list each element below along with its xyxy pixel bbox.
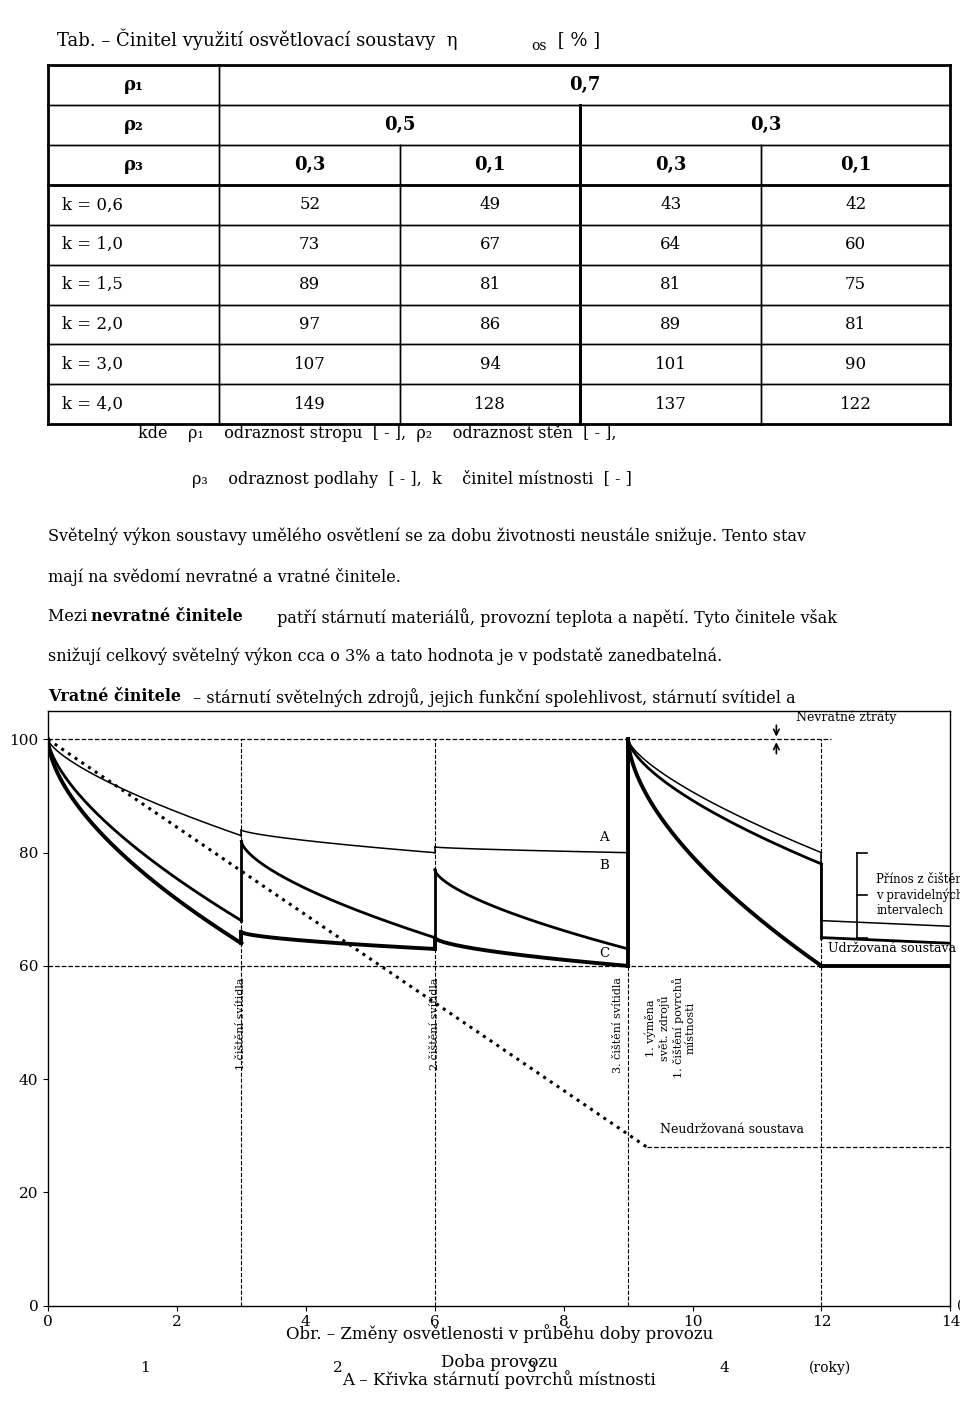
Text: 81: 81 <box>480 277 501 294</box>
Text: k = 3,0: k = 3,0 <box>61 356 123 373</box>
Text: 149: 149 <box>294 395 325 412</box>
Text: 0,1: 0,1 <box>474 155 506 174</box>
Text: 43: 43 <box>660 196 682 213</box>
Text: 128: 128 <box>474 395 506 412</box>
Text: 67: 67 <box>480 236 501 253</box>
Text: Přínos z čištění
v pravidelných
intervalech: Přínos z čištění v pravidelných interval… <box>876 874 960 916</box>
Y-axis label: Relativní osvětlenost: Relativní osvětlenost <box>0 921 4 1096</box>
Text: 2.čištění svítidla: 2.čištění svítidla <box>430 977 440 1070</box>
Text: Tab. – Činitel využití osvětlovací soustavy  η: Tab. – Činitel využití osvětlovací soust… <box>57 30 458 51</box>
Text: 75: 75 <box>845 277 866 294</box>
Text: Světelný výkon soustavy umělého osvětlení se za dobu životnosti neustále snižuje: Světelný výkon soustavy umělého osvětlen… <box>48 528 806 545</box>
Text: snižují celkový světelný výkon cca o 3% a tato hodnota je v podstatě zanedbateln: snižují celkový světelný výkon cca o 3% … <box>48 648 722 665</box>
Text: k = 4,0: k = 4,0 <box>61 395 123 412</box>
Text: (roky): (roky) <box>808 1361 851 1375</box>
Text: 0,1: 0,1 <box>840 155 872 174</box>
Text: 0,7: 0,7 <box>569 76 601 95</box>
X-axis label: Doba provozu: Doba provozu <box>441 1354 558 1371</box>
Text: 0,5: 0,5 <box>384 116 416 134</box>
Text: 2: 2 <box>333 1361 343 1375</box>
Text: 81: 81 <box>660 277 682 294</box>
Text: Vratné činitele: Vratné činitele <box>48 688 181 705</box>
Text: 122: 122 <box>840 395 872 412</box>
Text: ρ₂: ρ₂ <box>124 116 144 134</box>
Text: 4: 4 <box>720 1361 730 1375</box>
Text: ρ₁: ρ₁ <box>124 76 144 95</box>
Text: 49: 49 <box>480 196 501 213</box>
Text: 3. čištění svítidla: 3. čištění svítidla <box>613 977 623 1073</box>
Text: 81: 81 <box>845 316 866 333</box>
Text: ρ₃    odraznost podlahy  [ - ],  k    činitel místnosti  [ - ]: ρ₃ odraznost podlahy [ - ], k činitel mí… <box>192 470 633 489</box>
Text: 60: 60 <box>845 236 866 253</box>
Text: 1.čištění svítidla: 1.čištění svítidla <box>236 977 247 1070</box>
Text: Udržovaná soustava: Udržovaná soustava <box>828 942 956 955</box>
Text: (tis.hod): (tis.hod) <box>957 1299 960 1312</box>
Text: [ % ]: [ % ] <box>552 31 600 49</box>
Text: povrchů místností může ovlivnit rutinní údržba.: povrchů místností může ovlivnit rutinní … <box>48 729 437 747</box>
Text: 1. výměna
svět. zdrojů
1. čištění povrchů
místnosti: 1. výměna svět. zdrojů 1. čištění povrch… <box>645 977 695 1079</box>
Text: 0,3: 0,3 <box>750 116 781 134</box>
Text: 137: 137 <box>655 395 686 412</box>
Text: Mezi: Mezi <box>48 607 92 624</box>
Text: 73: 73 <box>300 236 321 253</box>
Text: – stárnutí světelných zdrojů, jejich funkční spolehlivost, stárnutí svítidel a: – stárnutí světelných zdrojů, jejich fun… <box>188 688 796 707</box>
Text: k = 1,5: k = 1,5 <box>61 277 123 294</box>
Text: nevratné činitele: nevratné činitele <box>91 607 243 624</box>
Text: 107: 107 <box>294 356 325 373</box>
Text: patří stárnutí materiálů, provozní teplota a napětí. Tyto činitele však: patří stárnutí materiálů, provozní teplo… <box>272 607 837 627</box>
Text: 1: 1 <box>140 1361 150 1375</box>
Text: 0,3: 0,3 <box>294 155 325 174</box>
Text: A – Křivka stárnutí povrchů místnosti: A – Křivka stárnutí povrchů místnosti <box>343 1370 656 1389</box>
Text: 86: 86 <box>480 316 501 333</box>
Text: os: os <box>531 40 546 52</box>
Text: Neudržovaná soustava: Neudržovaná soustava <box>660 1123 804 1135</box>
Text: 3: 3 <box>527 1361 537 1375</box>
Text: A: A <box>599 832 609 844</box>
Text: Nevratné ztráty: Nevratné ztráty <box>796 710 897 723</box>
Text: 42: 42 <box>845 196 866 213</box>
Text: 0,3: 0,3 <box>655 155 686 174</box>
Text: 90: 90 <box>845 356 866 373</box>
Text: C: C <box>599 947 610 960</box>
Text: 89: 89 <box>660 316 682 333</box>
Text: k = 0,6: k = 0,6 <box>61 196 123 213</box>
Text: mají na svědomí nevratné a vratné činitele.: mají na svědomí nevratné a vratné činite… <box>48 568 401 586</box>
Text: 94: 94 <box>480 356 501 373</box>
Text: k = 2,0: k = 2,0 <box>61 316 123 333</box>
Text: Obr. – Změny osvětlenosti v průběhu doby provozu: Obr. – Změny osvětlenosti v průběhu doby… <box>285 1324 713 1343</box>
Text: 97: 97 <box>300 316 321 333</box>
Text: kde    ρ₁    odraznost stropu  [ - ],  ρ₂    odraznost stěn  [ - ],: kde ρ₁ odraznost stropu [ - ], ρ₂ odrazn… <box>138 424 616 442</box>
Text: B: B <box>599 860 609 873</box>
Text: 52: 52 <box>300 196 321 213</box>
Text: k = 1,0: k = 1,0 <box>61 236 123 253</box>
Text: ρ₃: ρ₃ <box>124 155 144 174</box>
Text: 64: 64 <box>660 236 682 253</box>
Text: 101: 101 <box>655 356 686 373</box>
Text: 89: 89 <box>300 277 321 294</box>
